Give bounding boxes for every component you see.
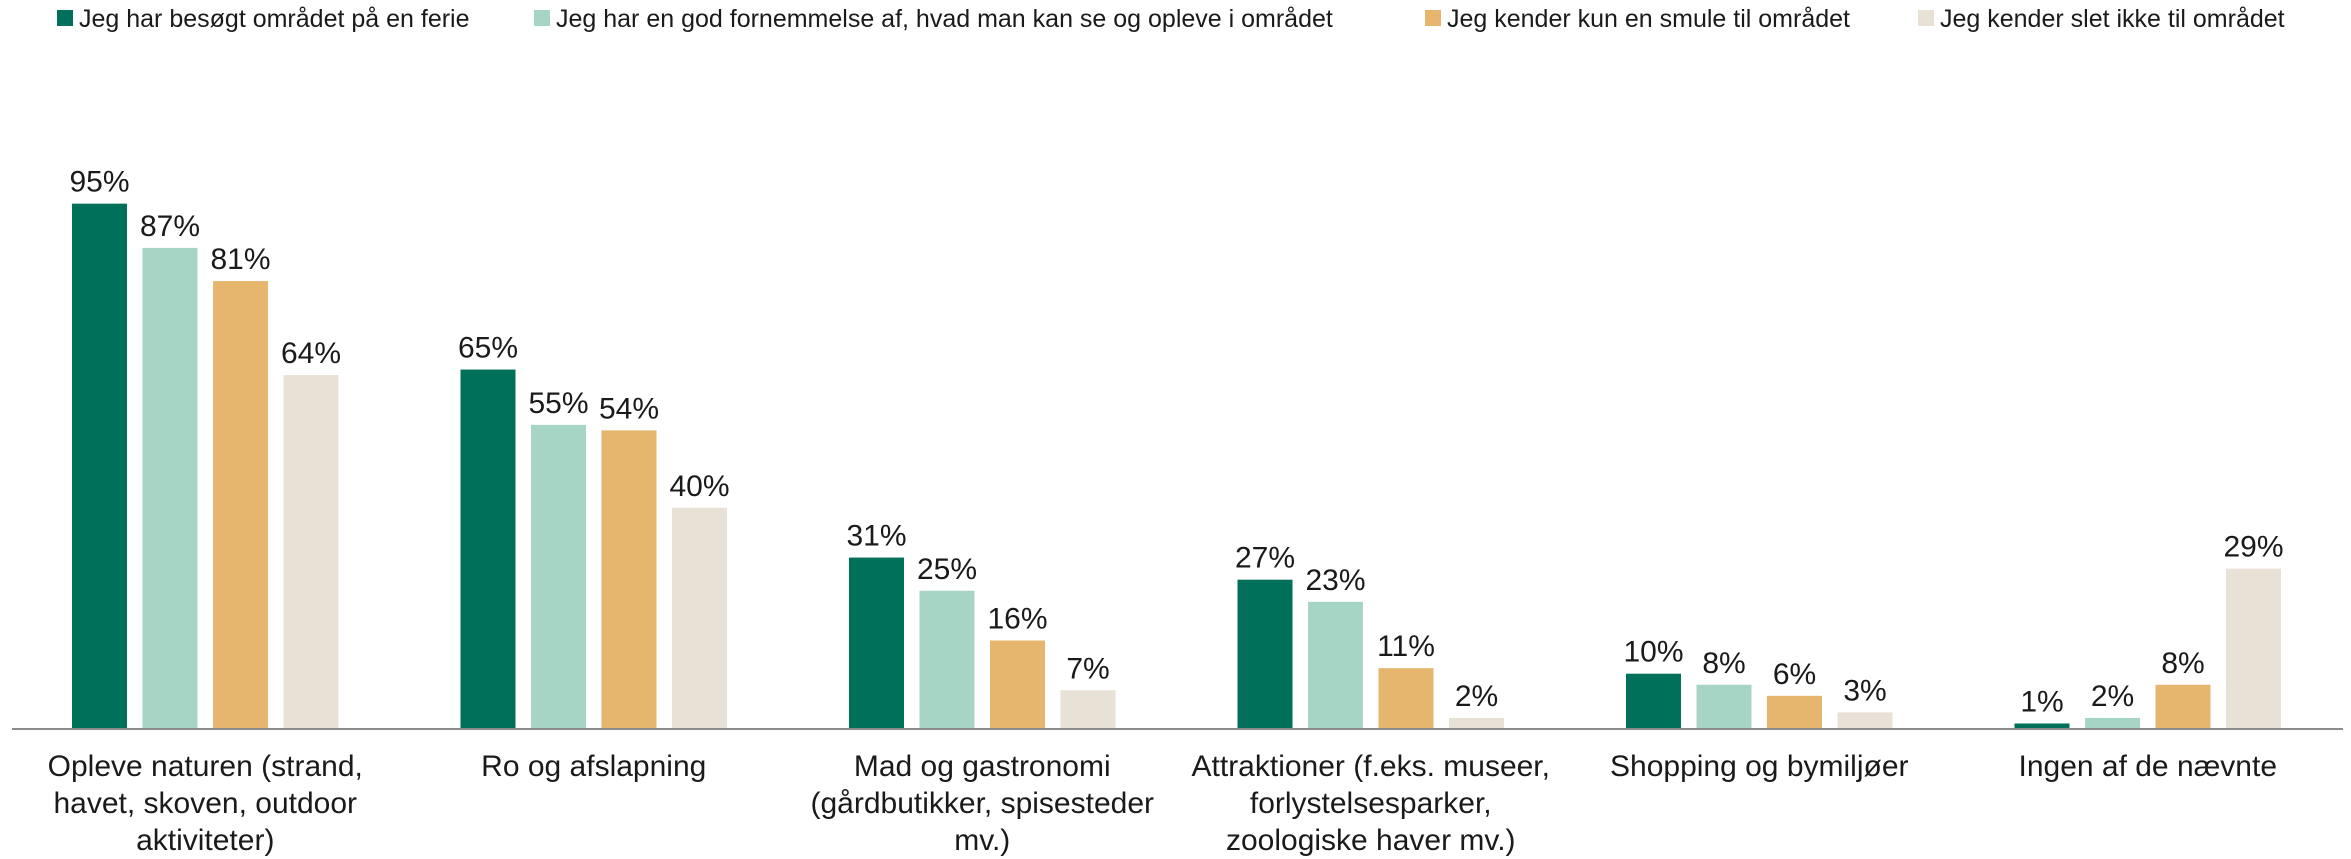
bar: [849, 557, 904, 729]
legend-label: Jeg kender kun en smule til området: [1447, 5, 1850, 33]
value-label: 8%: [1702, 647, 1745, 680]
value-label: 3%: [1843, 674, 1886, 707]
value-label: 65%: [458, 332, 518, 365]
value-label: 11%: [1377, 630, 1435, 663]
value-label: 1%: [2020, 685, 2063, 718]
bar: [531, 424, 586, 729]
bar: [2014, 723, 2070, 729]
legend-label: Jeg kender slet ikke til området: [1940, 5, 2285, 33]
bar: [1837, 712, 1893, 729]
bar: [672, 507, 727, 729]
bar: [72, 203, 127, 729]
value-label: 27%: [1235, 542, 1295, 575]
bar: [1060, 690, 1116, 729]
x-tick-label: Ingen af de nævnte: [2018, 750, 2278, 783]
legend-swatch: [1918, 10, 1934, 26]
value-label: 55%: [528, 387, 588, 420]
bar: [283, 375, 339, 729]
value-label: 7%: [1066, 652, 1109, 685]
value-label: 81%: [210, 243, 270, 276]
value-label: 23%: [1305, 564, 1365, 597]
bar: [142, 247, 198, 729]
bar: [1449, 717, 1504, 729]
value-label: 40%: [669, 470, 729, 503]
value-label: 2%: [2091, 680, 2134, 713]
x-tick-label: Mad og gastronomi (gårdbutikker, spisest…: [810, 750, 1154, 857]
value-label: 64%: [281, 337, 341, 370]
legend-label: Jeg har besøgt området på en ferie: [79, 5, 470, 33]
value-label: 25%: [917, 553, 977, 586]
value-label: 31%: [846, 520, 906, 553]
value-label: 95%: [69, 166, 129, 199]
value-label: 87%: [140, 210, 200, 243]
bar: [1626, 673, 1681, 729]
legend-swatch: [1425, 10, 1441, 26]
x-tick-label: Ro og afslapning: [481, 750, 707, 783]
bar: [2226, 568, 2281, 729]
bar: [2155, 684, 2211, 729]
value-label: 16%: [987, 603, 1047, 636]
bar: [1696, 684, 1752, 729]
value-label: 8%: [2161, 647, 2204, 680]
legend-label: Jeg har en god fornemmelse af, hvad man …: [556, 5, 1333, 33]
x-tick-label: Shopping og bymiljøer: [1610, 750, 1909, 783]
bar: [919, 590, 975, 729]
legend-swatch: [534, 10, 550, 26]
bar: [1378, 668, 1434, 729]
x-tick-label: Attraktioner (f.eks. museer, forlystelse…: [1191, 750, 1550, 857]
bar: [2085, 717, 2140, 729]
bar: [601, 430, 657, 729]
bar: [213, 281, 268, 729]
value-label: 54%: [599, 392, 659, 425]
value-label: 2%: [1455, 680, 1498, 713]
value-label: 29%: [2223, 531, 2283, 564]
bar: [1237, 579, 1293, 729]
bar: [1767, 695, 1822, 729]
bar: [460, 369, 516, 729]
value-label: 10%: [1623, 636, 1683, 669]
legend-swatch: [57, 10, 73, 26]
bar: [990, 640, 1045, 729]
x-tick-label: Opleve naturen (strand, havet, skoven, o…: [47, 750, 363, 857]
bar: [1308, 601, 1363, 729]
value-label: 6%: [1773, 658, 1816, 691]
